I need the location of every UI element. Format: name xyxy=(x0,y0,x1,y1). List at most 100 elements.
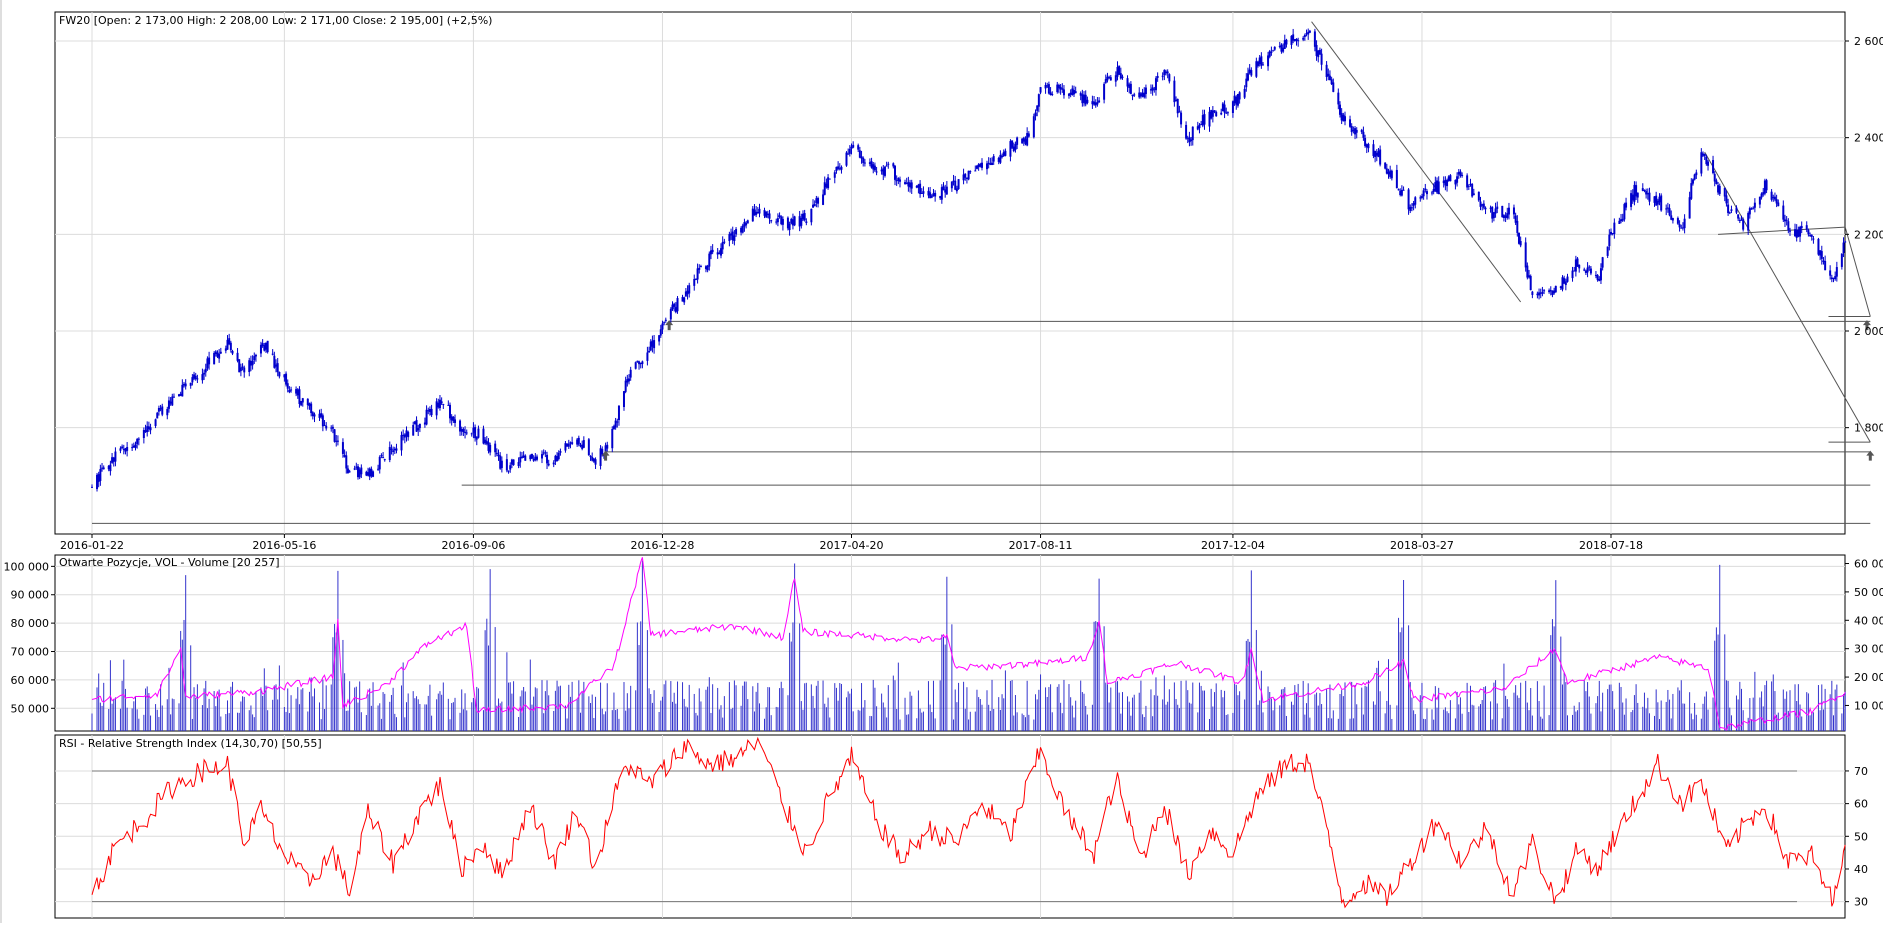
price-candle-body[interactable] xyxy=(1692,179,1694,183)
price-candle-body[interactable] xyxy=(1438,181,1440,194)
price-candle-body[interactable] xyxy=(166,409,168,415)
price-candle-body[interactable] xyxy=(1695,172,1697,175)
price-candle-body[interactable] xyxy=(1270,52,1272,53)
price-candle-body[interactable] xyxy=(769,213,771,218)
price-candle-body[interactable] xyxy=(1684,219,1686,228)
price-candle-body[interactable] xyxy=(325,426,327,429)
price-candle-body[interactable] xyxy=(1391,171,1393,178)
price-candle-body[interactable] xyxy=(1754,203,1756,208)
price-candle-body[interactable] xyxy=(1426,191,1428,194)
price-candle-body[interactable] xyxy=(345,455,347,468)
price-candle-body[interactable] xyxy=(1192,127,1194,140)
price-candle-body[interactable] xyxy=(958,179,960,189)
price-candle-body[interactable] xyxy=(1424,188,1426,190)
price-candle-body[interactable] xyxy=(243,368,245,373)
price-candle-body[interactable] xyxy=(894,166,896,180)
price-candle-body[interactable] xyxy=(1203,114,1205,125)
price-candle-body[interactable] xyxy=(1063,89,1065,95)
price-candle-body[interactable] xyxy=(794,216,796,225)
price-candle-body[interactable] xyxy=(1361,130,1363,132)
price-candle-body[interactable] xyxy=(735,229,737,234)
price-candle-body[interactable] xyxy=(267,341,269,352)
price-candle-body[interactable] xyxy=(852,145,854,148)
price-candle-body[interactable] xyxy=(946,187,948,195)
price-candle-body[interactable] xyxy=(1239,92,1241,99)
price-candle-body[interactable] xyxy=(218,354,220,359)
price-candle-body[interactable] xyxy=(1751,209,1753,210)
price-candle-body[interactable] xyxy=(1483,204,1485,208)
price-candle-body[interactable] xyxy=(922,191,924,194)
price-candle-body[interactable] xyxy=(242,367,244,368)
price-candle-body[interactable] xyxy=(454,419,456,423)
price-candle-body[interactable] xyxy=(277,363,279,372)
price-candle-body[interactable] xyxy=(661,324,663,330)
price-candle-body[interactable] xyxy=(951,181,953,188)
price-candle-body[interactable] xyxy=(536,457,538,460)
price-candle-body[interactable] xyxy=(1555,286,1557,292)
price-candle-body[interactable] xyxy=(1811,235,1813,237)
price-candle-body[interactable] xyxy=(390,449,392,450)
price-candle-body[interactable] xyxy=(611,429,613,448)
price-candle-body[interactable] xyxy=(208,358,210,365)
price-candle-body[interactable] xyxy=(1600,268,1602,280)
price-candle-body[interactable] xyxy=(1690,183,1692,199)
price-candle-body[interactable] xyxy=(1752,208,1754,209)
price-candle-body[interactable] xyxy=(400,435,402,450)
price-candle-body[interactable] xyxy=(313,414,315,416)
price-candle-body[interactable] xyxy=(1016,138,1018,145)
price-candle-body[interactable] xyxy=(1098,100,1100,102)
price-candle-body[interactable] xyxy=(203,373,205,375)
price-candle-body[interactable] xyxy=(1411,207,1413,208)
price-candle-body[interactable] xyxy=(548,464,550,466)
price-candle-body[interactable] xyxy=(991,163,993,165)
price-candle-body[interactable] xyxy=(181,385,183,397)
price-candle-body[interactable] xyxy=(1130,84,1132,94)
price-candle-body[interactable] xyxy=(1272,50,1274,51)
price-candle-body[interactable] xyxy=(531,454,533,459)
price-candle-body[interactable] xyxy=(770,220,772,221)
price-candle-body[interactable] xyxy=(1637,193,1639,198)
price-candle-body[interactable] xyxy=(1478,192,1480,201)
price-candle-body[interactable] xyxy=(1707,162,1709,166)
price-candle-body[interactable] xyxy=(138,439,140,440)
price-candle-body[interactable] xyxy=(1485,208,1487,209)
price-candle-body[interactable] xyxy=(109,465,111,471)
price-candle-body[interactable] xyxy=(1747,213,1749,231)
price-candle-body[interactable] xyxy=(660,329,662,335)
price-candle-body[interactable] xyxy=(648,351,650,352)
price-candle-body[interactable] xyxy=(285,374,287,385)
price-candle-body[interactable] xyxy=(1309,31,1311,33)
price-candle-body[interactable] xyxy=(1449,175,1451,181)
price-candle-body[interactable] xyxy=(518,462,520,466)
price-candle-body[interactable] xyxy=(862,158,864,163)
price-candle-body[interactable] xyxy=(1356,130,1358,133)
price-candle-body[interactable] xyxy=(155,419,157,426)
price-candle-body[interactable] xyxy=(1578,265,1580,269)
price-candle-body[interactable] xyxy=(673,304,675,307)
price-candle-body[interactable] xyxy=(595,459,597,464)
price-candle-body[interactable] xyxy=(1665,208,1667,209)
price-candle-body[interactable] xyxy=(431,409,433,415)
price-candle-body[interactable] xyxy=(616,422,618,423)
price-candle-body[interactable] xyxy=(568,444,570,447)
price-candle-body[interactable] xyxy=(1168,74,1170,81)
price-candle-body[interactable] xyxy=(1051,94,1053,95)
price-candle-body[interactable] xyxy=(1648,193,1650,202)
price-candle-body[interactable] xyxy=(1157,76,1159,78)
price-candle-body[interactable] xyxy=(1244,89,1246,98)
price-candle-body[interactable] xyxy=(240,368,242,371)
price-candle-body[interactable] xyxy=(121,447,123,449)
price-candle-body[interactable] xyxy=(272,354,274,355)
price-candle-body[interactable] xyxy=(1844,241,1846,242)
price-candle-body[interactable] xyxy=(1607,247,1609,256)
price-candle-body[interactable] xyxy=(1704,154,1706,156)
price-candle-body[interactable] xyxy=(114,452,116,462)
price-candle-body[interactable] xyxy=(1048,84,1050,93)
price-candle-body[interactable] xyxy=(302,398,304,402)
price-candle-body[interactable] xyxy=(103,467,105,469)
price-candle-body[interactable] xyxy=(1495,208,1497,213)
price-candle-body[interactable] xyxy=(665,320,667,321)
price-candle-body[interactable] xyxy=(1669,208,1671,215)
price-candle-body[interactable] xyxy=(494,444,496,453)
